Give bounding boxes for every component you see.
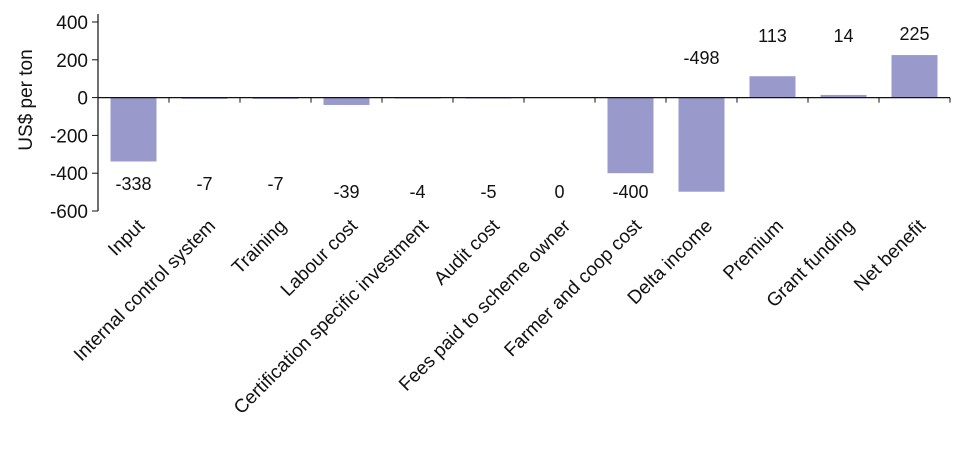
y-tick-label: -600 [50, 202, 88, 223]
y-tick-label: -400 [50, 164, 88, 185]
bars-group [110, 55, 938, 192]
bar-1 [110, 97, 157, 162]
data-label-8: -400 [612, 182, 648, 202]
bar-12 [891, 55, 938, 98]
data-label-10: 113 [758, 26, 787, 46]
data-label-12: 225 [899, 24, 929, 44]
data-label-6: -5 [480, 182, 496, 202]
data-label-2: -7 [196, 174, 212, 194]
category-label-8: Farmer and coop cost [501, 215, 647, 361]
category-label-2: Internal control system [70, 216, 220, 366]
y-tick-label: 0 [77, 89, 88, 110]
category-label-10: Premium [719, 216, 788, 285]
bar-2 [181, 97, 228, 99]
category-label-1: Input [104, 215, 149, 260]
axes-group [97, 14, 951, 211]
y-tick-label: 200 [56, 51, 88, 72]
data-label-1: -338 [115, 174, 151, 194]
y-axis-label: US$ per ton [16, 49, 37, 150]
data-labels-group: -338 -7 -7 -39 -4 -5 0 -400 -498 113 14 225 [115, 24, 929, 202]
bar-3 [252, 97, 299, 99]
bar-10 [749, 76, 796, 98]
category-label-3: Training [228, 216, 291, 279]
data-label-11: 14 [833, 26, 853, 46]
data-label-9: -498 [683, 48, 719, 68]
category-label-12: Net benefit [850, 215, 930, 295]
data-label-4: -39 [333, 182, 359, 202]
y-ticks-group: 400 200 0 -200 -400 -600 [50, 13, 98, 223]
data-label-3: -7 [267, 174, 283, 194]
bar-11 [820, 94, 867, 98]
bar-9 [678, 97, 725, 192]
y-tick-label: 400 [56, 13, 88, 34]
y-tick-label: -200 [50, 126, 88, 147]
bar-8 [607, 97, 654, 174]
data-label-7: 0 [554, 182, 564, 202]
bar-4 [323, 97, 370, 105]
category-label-6: Audit cost [430, 215, 504, 289]
data-label-5: -4 [409, 182, 425, 202]
